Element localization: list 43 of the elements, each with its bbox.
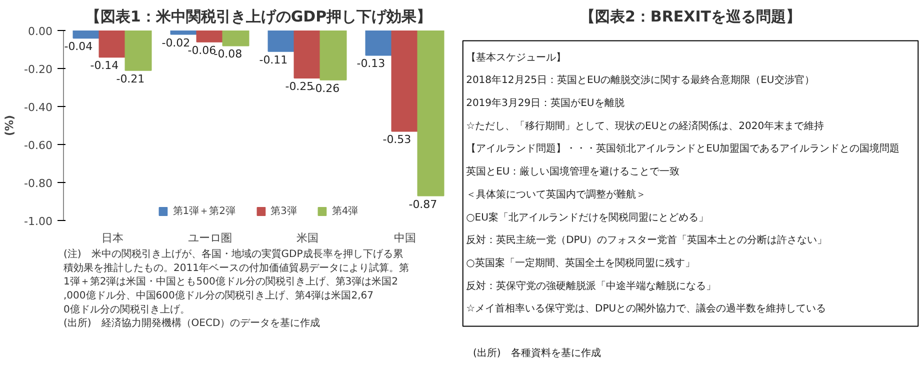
text: 【アイルランド問題】・・・英国領北アイルランドとEU加盟国であるアイルランドとの国境問題: [466, 142, 900, 155]
data-label: -0.14: [90, 59, 119, 72]
text: 2018年12月25日：英国とEUの離脱交渉に関する最終合意期限（EU交渉官）: [466, 74, 814, 86]
x-tick-label: ユーロ圏: [188, 232, 232, 244]
y-axis-title: (%): [3, 114, 16, 136]
text: 【基本スケジュール】: [466, 51, 566, 64]
data-label: -0.26: [311, 82, 340, 95]
text: (出所) 経済協力開発機構（OECD）のデータを基に作成: [64, 317, 320, 330]
text: (注) 米中の関税引き上げが、各国・地域の実質GDP成長率を押し下げる累積効果を推計したもの。2011年ベースの付加価値貿易データにより試算。第1弾＋第2弾は米国・中国とも500億ドル分の関税引き上げ、第3弾は米国2,000億ドル分、中国600億ドル分の関税引き上げ、第4弾は米国2,670億ドル分の関税引き上げ。: [64, 248, 409, 316]
data-label: -0.21: [116, 72, 145, 86]
data-label: -0.02: [162, 36, 190, 50]
y-tick-label: 0.00: [28, 25, 53, 38]
chart-title: 【図表1：米中関税引き上げのGDP押し下げ効果】: [85, 8, 432, 26]
legend-label: 第1弾＋第2弾: [172, 205, 236, 218]
data-label: -0.13: [356, 57, 386, 70]
x-tick-label: 中国: [394, 232, 416, 244]
y-tick-label: -1.00: [24, 215, 53, 228]
legend-label: 第3弾: [270, 205, 297, 218]
x-tick-label: 米国: [296, 232, 318, 244]
data-label: -0.08: [214, 48, 242, 61]
data-label: -0.87: [408, 198, 438, 211]
text: 2019年3月29日：英国がEUを離脱: [466, 97, 624, 110]
y-tick-label: -0.80: [24, 177, 53, 190]
y-tick-label: -0.60: [24, 139, 53, 152]
text: ☆ただし、「移行期間」として、現状のEUとの経済関係は、2020年末まで維持: [466, 120, 824, 132]
legend-label: 第4弾: [332, 205, 358, 218]
text: 英国とEU：厳しい国境管理を避けることで一致: [466, 166, 680, 178]
text: ☆メイ首相率いる保守党は、DPUとの閣外協力で、議会の過半数を維持している: [466, 302, 826, 315]
text: ○EU案「北アイルランドだけを関税同盟にとどめる」: [466, 211, 708, 224]
text: (出所) 各種資料を基に作成: [472, 347, 601, 359]
text: ＜具体策について英国内で調整が難航＞: [466, 188, 646, 200]
data-label: -0.25: [285, 80, 314, 93]
y-tick-label: -0.40: [24, 101, 53, 114]
text: 反対：英民主統一党（DPU）のフォスター党首「英国本土との分断は許さない」: [466, 234, 828, 246]
text: 反対：英保守党の強硬離脱派「中途半端な離脱になる」: [466, 280, 716, 292]
data-label: -0.06: [188, 44, 216, 57]
y-tick-label: -0.20: [24, 63, 53, 76]
x-tick-label: 日本: [101, 232, 124, 244]
text: ○英国案「一定期間、英国全土を関税同盟に残す」: [466, 256, 695, 269]
data-label: -0.11: [259, 53, 288, 66]
text: 【図表2：BREXITを巡る問題】: [580, 8, 802, 26]
data-label: -0.53: [382, 133, 412, 146]
data-label: -0.04: [64, 40, 93, 54]
